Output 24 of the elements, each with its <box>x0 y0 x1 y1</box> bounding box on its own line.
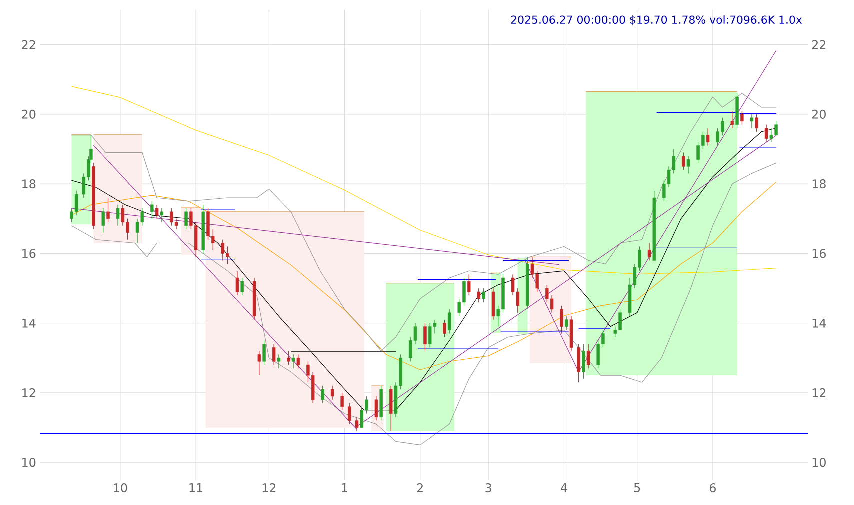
y-tick-label: 10 <box>22 458 36 468</box>
y-tick-label: 12 <box>22 388 36 398</box>
y2-tick-label: 22 <box>812 40 826 50</box>
x-tick-label: 10 <box>114 484 128 493</box>
y-tick-label: 20 <box>22 110 36 119</box>
x-tick-label: 2 <box>417 484 423 492</box>
y-tick-label: 22 <box>22 40 36 50</box>
chart-title: 2025.06.27 00:00:00 $19.70 1.78% vol:7096.6K 1.0x <box>511 16 802 26</box>
y2-tick-label: 12 <box>812 388 826 398</box>
x-tick-label: 4 <box>560 484 568 492</box>
x-tick-label: 3 <box>486 484 492 493</box>
x-tick-label: 1 <box>342 484 348 492</box>
y2-tick-label: 14 <box>812 318 826 328</box>
x-tick-label: 5 <box>634 484 640 492</box>
y2-tick-label: 10 <box>812 458 826 468</box>
y2-tick-label: 20 <box>812 110 826 119</box>
x-tick-label: 11 <box>190 484 203 492</box>
x-tick-label: 12 <box>262 484 276 492</box>
x-tick-label: 6 <box>710 484 716 493</box>
y-tick-label: 14 <box>22 318 36 328</box>
y-tick-label: 16 <box>22 249 36 258</box>
y2-tick-label: 18 <box>812 180 826 189</box>
y-tick-label: 18 <box>22 180 36 189</box>
y2-tick-label: 16 <box>812 249 826 258</box>
